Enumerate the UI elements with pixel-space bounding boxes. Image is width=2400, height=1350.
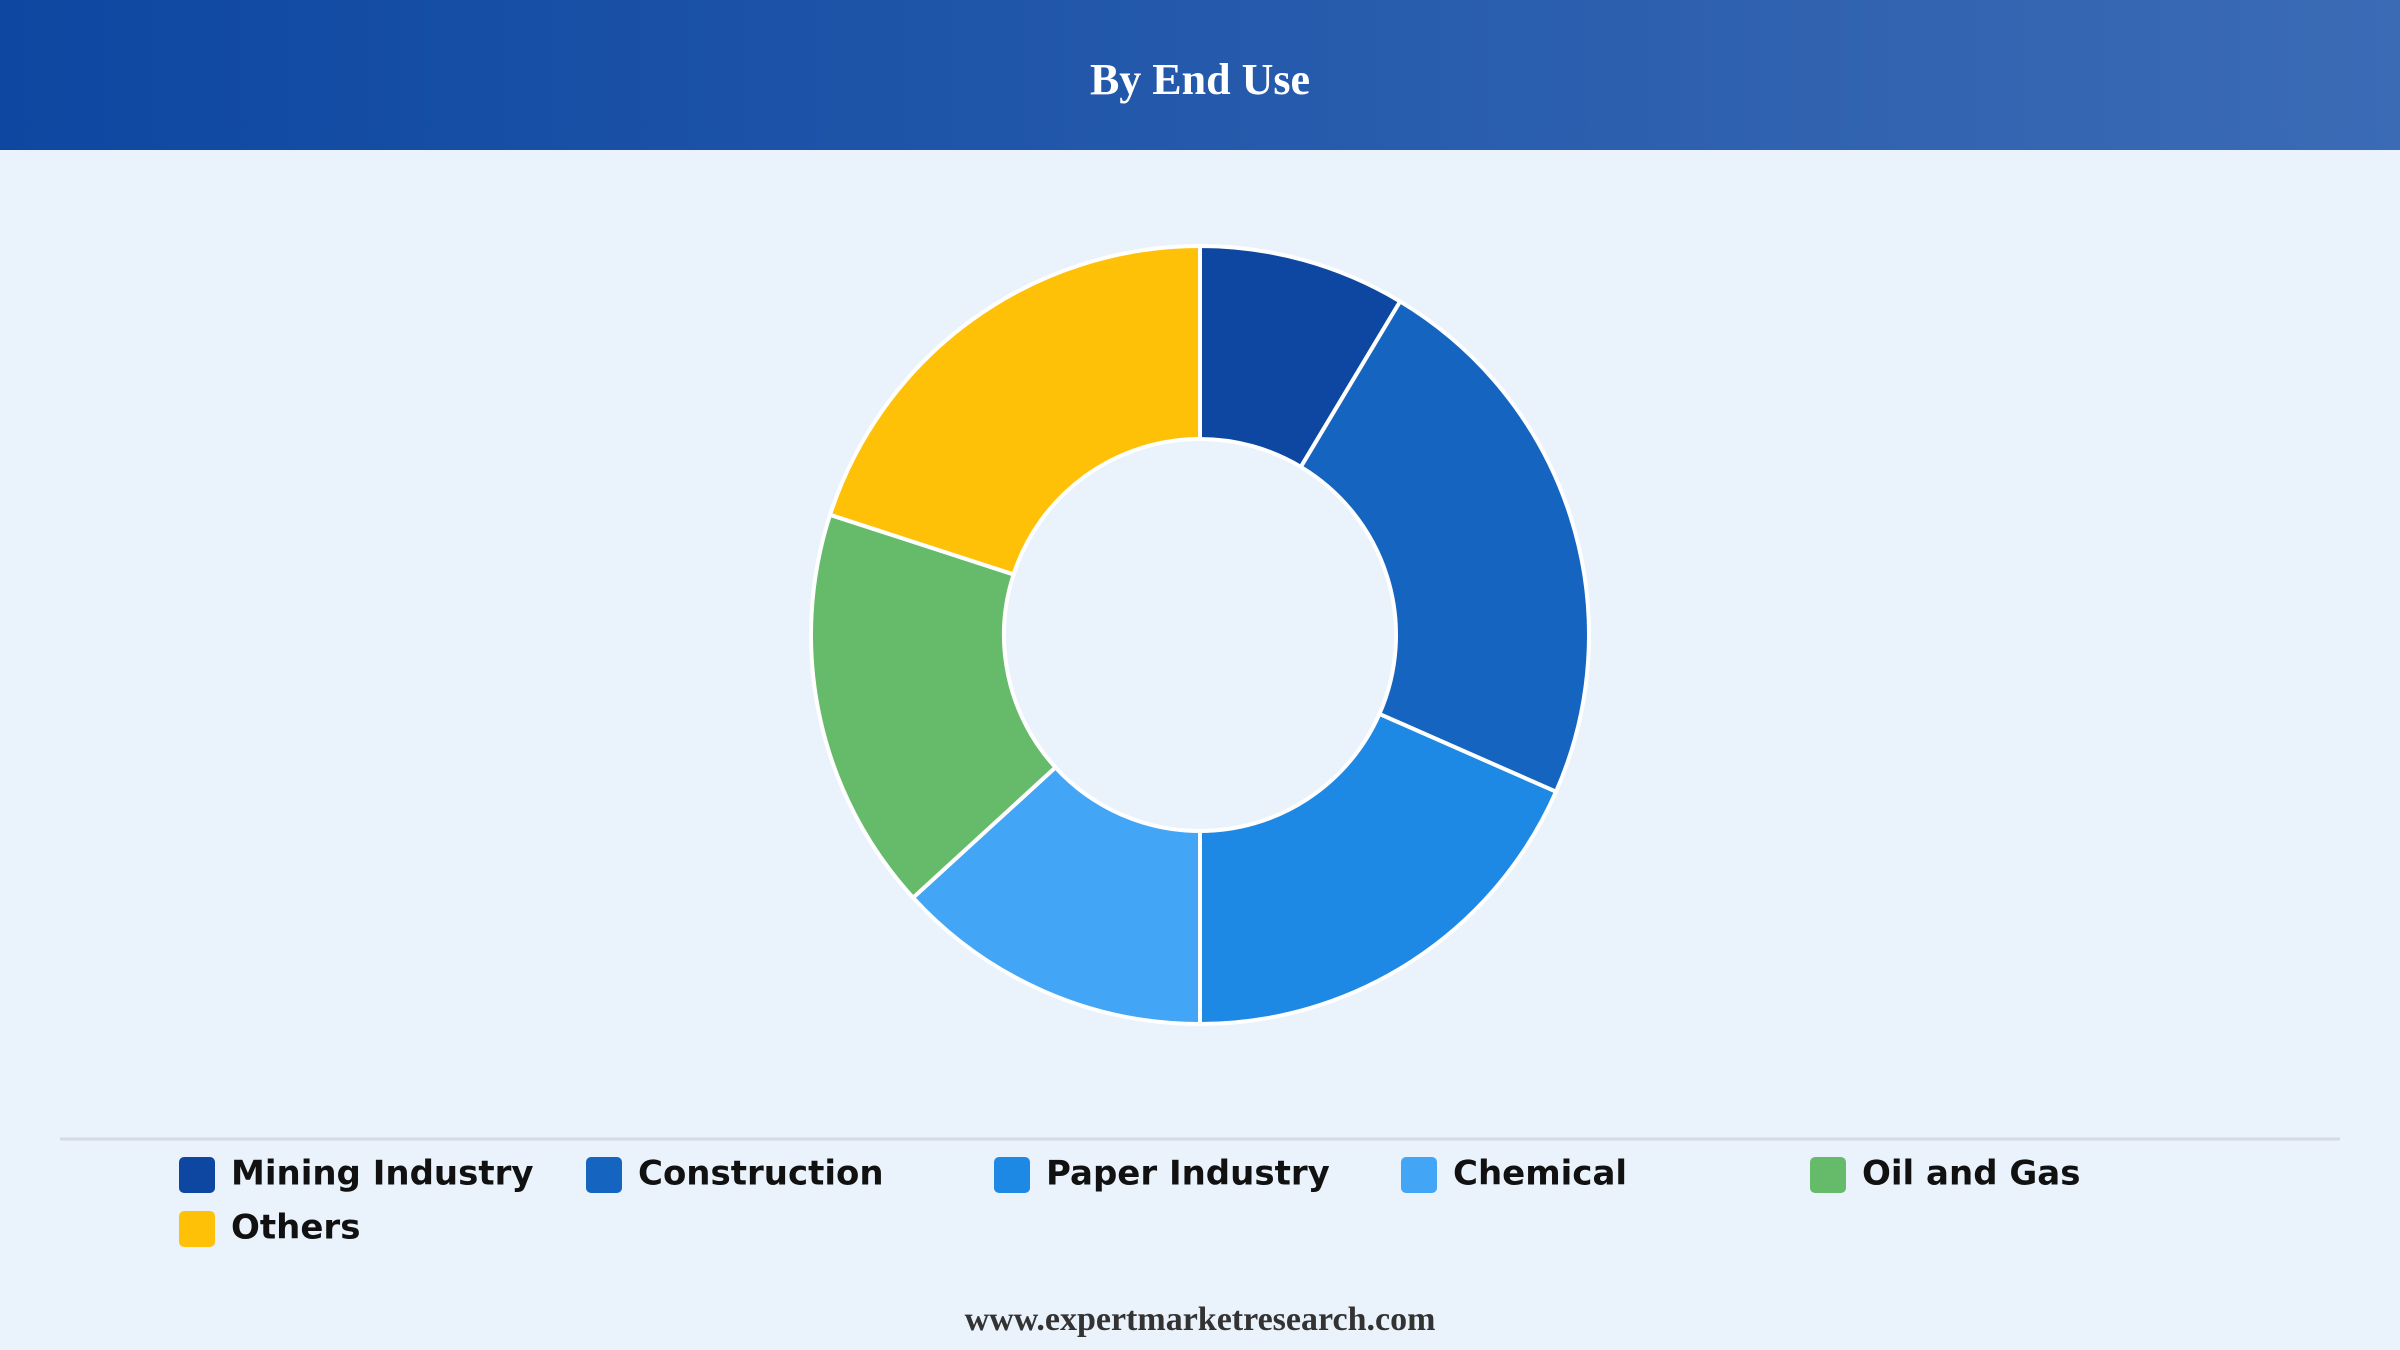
donut-slice <box>827 243 1202 577</box>
legend-swatch <box>179 1157 215 1193</box>
legend-label: Mining Industry <box>231 1154 534 1194</box>
legend-label: Construction <box>638 1154 884 1194</box>
donut-slice <box>1298 298 1592 795</box>
legend-label: Others <box>231 1208 360 1248</box>
chart-title: By End Use <box>1090 55 1310 104</box>
legend-swatch <box>1810 1157 1846 1193</box>
legend-swatch <box>586 1157 622 1193</box>
legend-label: Paper Industry <box>1046 1154 1330 1194</box>
legend-label: Oil and Gas <box>1862 1154 2080 1194</box>
legend-swatch <box>994 1157 1030 1193</box>
footer-url: www.expertmarketresearch.com <box>965 1301 1436 1338</box>
legend-swatch <box>179 1211 215 1247</box>
legend-swatch <box>1401 1157 1437 1193</box>
header-bar <box>0 0 2400 150</box>
donut-slice <box>910 764 1202 1027</box>
donut-slice <box>809 512 1059 901</box>
donut-slice <box>1198 711 1559 1027</box>
legend-label: Chemical <box>1453 1154 1627 1194</box>
